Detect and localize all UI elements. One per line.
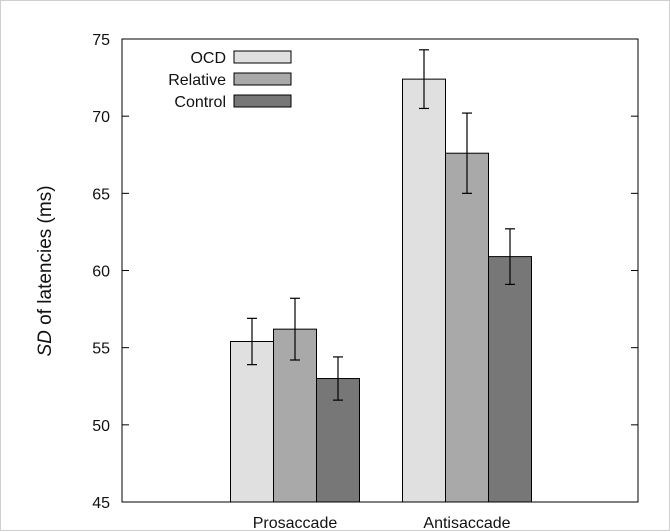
y-tick-label-45: 45 xyxy=(92,495,110,512)
y-tick-label-75: 75 xyxy=(92,32,110,49)
y-tick-label-50: 50 xyxy=(92,418,110,435)
y-axis-title-rest: of latencies (ms) xyxy=(35,185,56,330)
legend-label-ocd: OCD xyxy=(190,50,226,67)
legend-swatch-relative xyxy=(234,73,291,85)
legend-swatch-ocd xyxy=(234,51,291,63)
bar-ocd-antisaccade xyxy=(403,79,446,502)
bar-ocd-prosaccade xyxy=(231,341,274,502)
y-tick-label-60: 60 xyxy=(92,264,110,281)
bar-relative-antisaccade xyxy=(446,153,489,502)
y-axis-title: SD of latencies (ms) xyxy=(35,185,56,356)
y-tick-label-70: 70 xyxy=(92,109,110,126)
x-category-label-antisaccade: Antisaccade xyxy=(423,515,510,532)
y-tick-label-55: 55 xyxy=(92,341,110,358)
legend-label-control: Control xyxy=(174,94,226,111)
y-axis-title-italic: SD xyxy=(35,330,56,357)
y-tick-label-65: 65 xyxy=(92,186,110,203)
legend-label-relative: Relative xyxy=(168,72,226,89)
bar-control-antisaccade xyxy=(489,257,532,502)
x-category-label-prosaccade: Prosaccade xyxy=(253,515,338,532)
legend-swatch-control xyxy=(234,95,291,107)
